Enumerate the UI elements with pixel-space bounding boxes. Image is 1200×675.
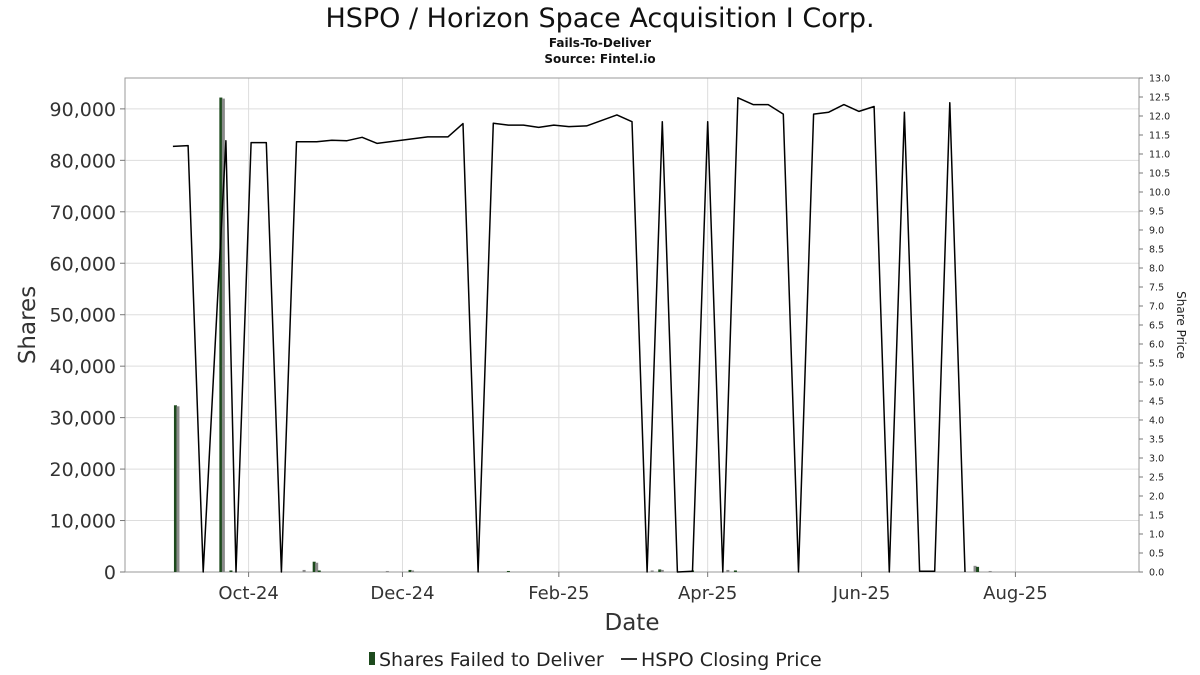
ftd-bar [658, 569, 662, 572]
ftd-bar [219, 97, 223, 572]
legend-ftd-label: Shares Failed to Deliver [379, 649, 604, 671]
price-line [172, 97, 966, 573]
y2-tick-label: 7.5 [1149, 283, 1164, 294]
y2-tick-label: 11.5 [1149, 131, 1170, 142]
ftd-bar [312, 561, 316, 572]
ftd-bar [385, 570, 389, 572]
ftd-bar [221, 98, 225, 572]
y2-tick-label: 8.5 [1149, 245, 1164, 256]
y2-tick-label: 4.5 [1149, 397, 1164, 408]
y2-tick-label: 9.5 [1149, 207, 1164, 218]
chart-title: HSPO / Horizon Space Acquisition I Corp. [325, 3, 874, 34]
ftd-bar [506, 570, 510, 572]
y-tick-label: 50,000 [50, 305, 116, 327]
y2-tick-label: 5.5 [1149, 359, 1164, 370]
y2-tick-label: 7.0 [1149, 302, 1164, 313]
x-tick-label: Aug-25 [983, 583, 1048, 604]
y2-tick-label: 6.0 [1149, 340, 1164, 351]
y2-tick-label: 0.5 [1149, 549, 1164, 560]
y2-tick-label: 6.5 [1149, 321, 1164, 332]
y2-tick-label: 13.0 [1149, 74, 1170, 85]
y2-tick-label: 12.5 [1149, 93, 1170, 104]
y-tick-label: 40,000 [50, 356, 116, 378]
ftd-bar [733, 570, 737, 572]
y2-tick-label: 0.0 [1149, 568, 1164, 579]
y2-tick-label: 2.0 [1149, 492, 1164, 503]
y2-tick-label: 12.0 [1149, 112, 1170, 123]
y2-tick-label: 1.5 [1149, 511, 1164, 522]
y-axis-label: Shares [15, 286, 41, 364]
plot-area [124, 77, 1140, 573]
y2-tick-label: 2.5 [1149, 473, 1164, 484]
y2-tick-label: 8.0 [1149, 264, 1164, 275]
y-tick-label: 20,000 [50, 459, 116, 481]
x-axis-label: Date [605, 610, 660, 636]
y-tick-label: 0 [104, 562, 116, 584]
y2-tick-label: 4.0 [1149, 416, 1164, 427]
legend-price-label: HSPO Closing Price [641, 649, 822, 671]
y2-tick-label: 10.5 [1149, 169, 1170, 180]
y-tick-label: 70,000 [50, 202, 116, 224]
y2-tick-label: 3.5 [1149, 435, 1164, 446]
y2-tick-label: 5.0 [1149, 378, 1164, 389]
y2-tick-label: 9.0 [1149, 226, 1164, 237]
y2-tick-label: 1.0 [1149, 530, 1164, 541]
x-tick-label: Jun-25 [832, 583, 891, 604]
ftd-bar [650, 570, 654, 572]
y-tick-label: 10,000 [50, 511, 116, 533]
grid-lines [125, 78, 1139, 573]
ftd-bar [973, 565, 977, 572]
left-axis-ticks: 0 10,000 20,000 30,000 40,000 50,000 60,000 70,… [50, 99, 125, 584]
ftd-bar [976, 566, 980, 572]
y2-axis-label: Share Price [1174, 291, 1188, 359]
ftd-bar [988, 570, 992, 572]
x-tick-label: Feb-25 [528, 583, 589, 604]
y-tick-label: 80,000 [50, 150, 116, 172]
y-tick-label: 30,000 [50, 408, 116, 430]
chart-subtitle: Fails-To-Deliver [549, 36, 651, 50]
x-axis-ticks: Oct-24 Dec-24 Feb-25 Apr-25 Jun-25 Aug-25 [218, 572, 1048, 604]
ftd-bar [315, 562, 319, 572]
ftd-bar [726, 569, 730, 572]
right-axis-ticks: 0.0 0.5 1.0 1.5 2.0 2.5 3.0 3.5 4.0 4.5 5.0 5.5 6.0 6… [1139, 74, 1170, 579]
y2-tick-label: 11.0 [1149, 150, 1170, 161]
legend-bar-swatch [369, 652, 375, 665]
ftd-bar [229, 570, 233, 572]
y-tick-label: 90,000 [50, 99, 116, 121]
ftd-bar [173, 405, 177, 572]
ftd-bar [317, 570, 321, 572]
ftd-bar [411, 570, 415, 572]
y2-tick-label: 10.0 [1149, 188, 1170, 199]
x-tick-label: Oct-24 [218, 583, 279, 604]
x-tick-label: Dec-24 [370, 583, 434, 604]
chart-source: Source: Fintel.io [544, 52, 655, 66]
ftd-bar [408, 569, 412, 572]
ftd-bar [660, 569, 664, 572]
ftd-bar [176, 406, 180, 572]
price-line-path [172, 97, 966, 573]
x-tick-label: Apr-25 [678, 583, 737, 604]
y-tick-label: 60,000 [50, 253, 116, 275]
y2-tick-label: 3.0 [1149, 454, 1164, 465]
ftd-bars [173, 97, 992, 572]
legend: Shares Failed to Deliver HSPO Closing Pr… [369, 649, 822, 671]
ftd-bar [302, 569, 306, 572]
